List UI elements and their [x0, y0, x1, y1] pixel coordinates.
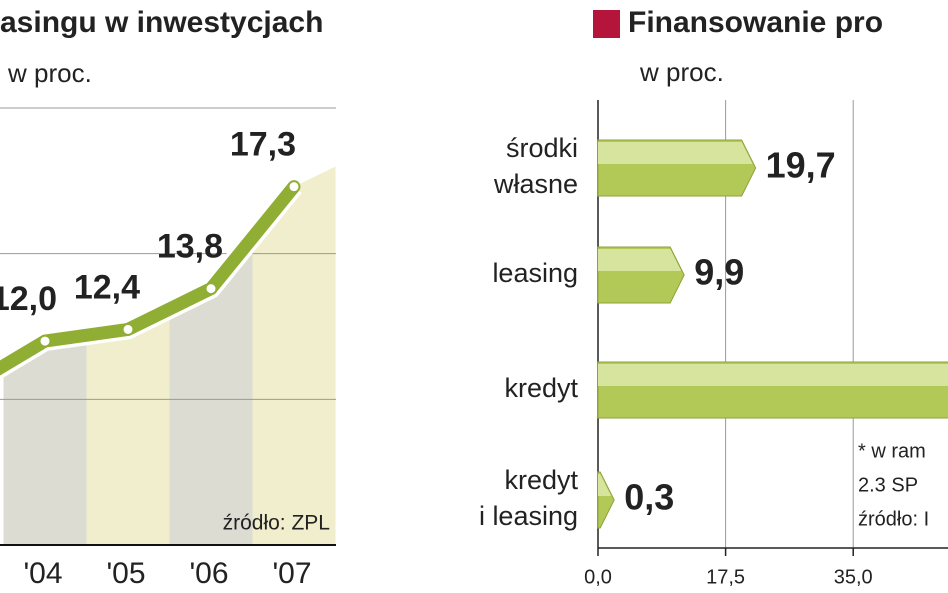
y-tick-label: leasing — [492, 258, 578, 288]
x-tick-label: 35,0 — [834, 566, 873, 588]
annotation: * w ram — [858, 440, 926, 462]
subtitle: w proc. — [7, 58, 92, 88]
annotation: źródło: I — [858, 508, 929, 530]
source: źródło: ZPL — [223, 512, 330, 535]
chart-title: asingu w inwestycjach — [0, 6, 323, 39]
value-label: 13,8 — [157, 228, 223, 266]
point — [121, 322, 135, 336]
bar-highlight — [598, 249, 682, 271]
column-background — [252, 166, 336, 545]
point — [287, 180, 301, 194]
y-tick-label: i leasing — [479, 501, 578, 531]
point — [38, 334, 52, 348]
column-background — [3, 335, 87, 545]
bar-chart: Finansowanie pro w proc. 0,0 17,5 35,0 19,7 śr… — [479, 6, 948, 588]
annotation: 2.3 SP — [858, 474, 918, 496]
subtitle: w proc. — [639, 57, 724, 87]
column-background — [86, 309, 170, 545]
column-background — [169, 237, 253, 546]
x-tick-label: '06 — [189, 557, 228, 590]
title-marker — [593, 10, 620, 38]
bar-highlight — [598, 474, 612, 496]
bar-highlight — [598, 364, 948, 386]
value-label: 17,3 — [230, 126, 296, 164]
x-tick-label: 0,0 — [584, 566, 612, 588]
value-label: 19,7 — [766, 145, 836, 186]
value-label: 9,9 — [694, 252, 744, 293]
y-tick-label: własne — [493, 169, 578, 199]
x-tick-label: 17,5 — [706, 566, 745, 588]
line-chart: asingu w inwestycjach w proc. 12,0 '04 12,4 '… — [0, 6, 336, 590]
y-tick-label: środki — [506, 133, 578, 163]
bar-highlight — [598, 142, 753, 164]
y-tick-label: kredyt — [504, 373, 578, 403]
chart-title: Finansowanie pro — [628, 6, 883, 39]
x-tick-label: '04 — [23, 557, 62, 590]
value-label: 12,4 — [74, 268, 140, 306]
value-label: 12,0 — [0, 280, 57, 318]
value-label: 0,3 — [624, 477, 674, 518]
x-tick-label: '05 — [106, 557, 145, 590]
point — [204, 282, 218, 296]
y-tick-label: kredyt — [504, 465, 578, 495]
x-tick-label: '07 — [272, 557, 311, 590]
